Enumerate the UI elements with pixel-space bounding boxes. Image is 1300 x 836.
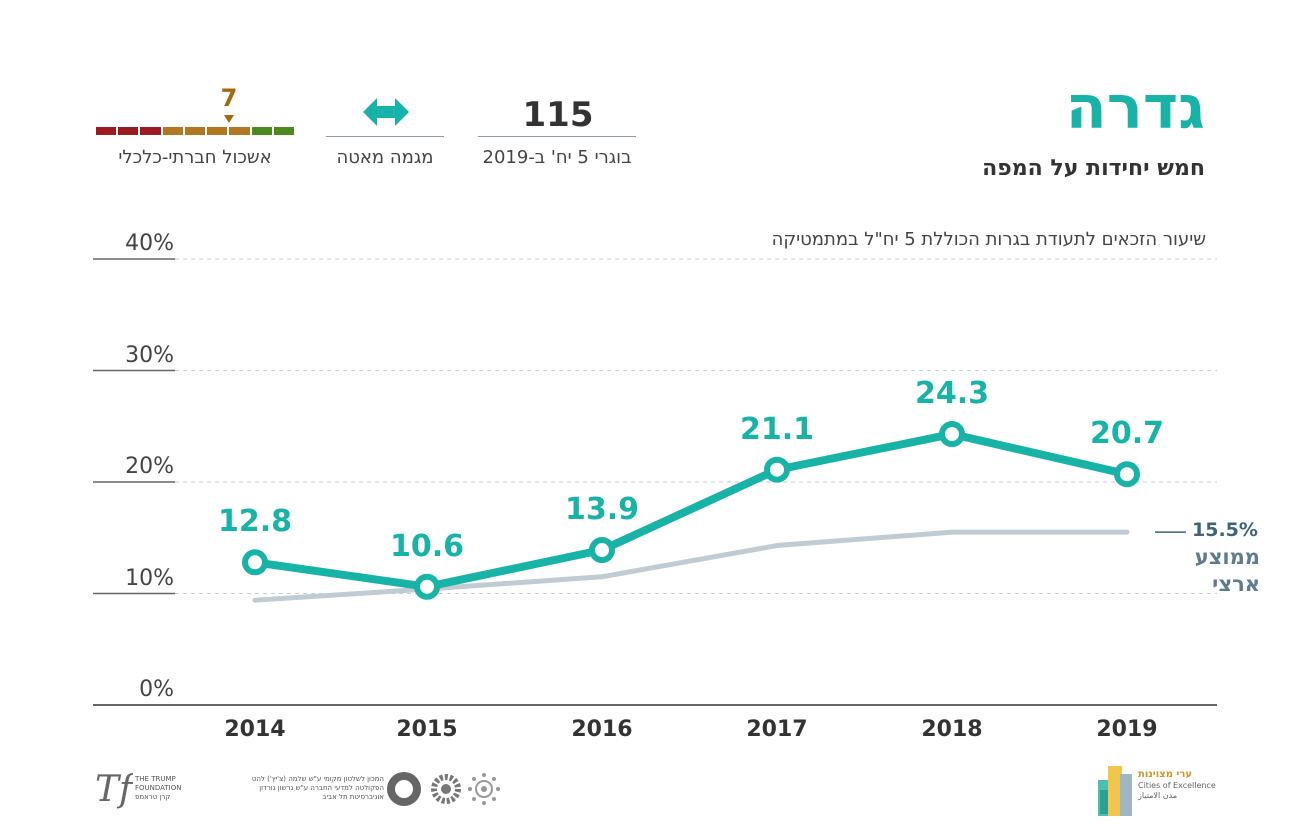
cluster-value: 7 <box>220 84 238 112</box>
cluster-segment <box>96 127 117 135</box>
trump-en-line2: FOUNDATION <box>135 783 182 792</box>
cities-he: ערי מצוינות <box>1138 769 1193 780</box>
y-tick-label: 10% <box>125 565 174 591</box>
y-tick-label: 40% <box>125 231 174 256</box>
x-tick-label: 2018 <box>921 717 983 742</box>
y-tick-label: 30% <box>125 342 174 368</box>
y-tick-label: 20% <box>125 454 174 479</box>
x-tick-label: 2015 <box>396 717 458 742</box>
cluster-label: אשכול חברתי-כלכלי <box>118 147 272 168</box>
stat-divider <box>478 136 636 137</box>
data-point <box>764 456 790 483</box>
gear-icon <box>431 774 461 804</box>
stat-divider <box>326 136 444 137</box>
data-label: 10.6 <box>389 528 465 564</box>
cluster-segment <box>273 127 294 135</box>
data-label: 24.3 <box>914 376 990 412</box>
average-label-line2: ארצי <box>1212 572 1260 596</box>
institute-line2: הפקולטה למדעי החברה ע"ש גרשון גורדון <box>259 783 384 792</box>
cluster-segment <box>118 127 139 135</box>
institute-line1: המכון לשלטון מקומי ע"ש שלמה (צ'יץ') להט <box>251 775 384 783</box>
cities-of-excellence-logo: ערי מצוינות Cities of Excellence مدن الا… <box>1096 760 1226 816</box>
buildings-icon <box>1098 766 1132 816</box>
chart-title: שיעור הזכאים לתעודת בגרות הכוללת 5 יח"ל … <box>771 229 1206 250</box>
trump-en-line1: THE TRUMP <box>135 775 176 783</box>
dots-icon <box>468 773 500 805</box>
double-arrow-icon <box>363 96 409 128</box>
city-subtitle: חמש יחידות על המפה <box>982 156 1205 181</box>
average-label-line1: ממוצע <box>1194 545 1260 569</box>
trump-foundation-logo: Tf THE TRUMP FOUNDATION קרן טראמפ <box>93 763 203 811</box>
data-label: 20.7 <box>1089 416 1165 452</box>
svg-text:Tf: Tf <box>95 769 133 810</box>
cluster-scale-bar <box>96 127 294 135</box>
data-label: 13.9 <box>564 492 640 527</box>
cities-en: Cities of Excellence <box>1138 781 1216 790</box>
cluster-segment <box>184 127 206 135</box>
average-value-label: 15.5% <box>1192 519 1258 541</box>
data-point <box>414 573 440 600</box>
x-tick-label: 2016 <box>571 717 633 742</box>
data-point <box>939 421 965 448</box>
cluster-segment <box>162 127 183 135</box>
data-point <box>1114 461 1140 488</box>
graduates-label: בוגרי 5 יח' ב-2019 <box>482 147 632 168</box>
institute-line3: אוניברסיטת תל אביב <box>322 792 384 801</box>
cluster-marker-icon <box>224 115 234 123</box>
data-label: 12.8 <box>217 504 293 540</box>
trend-label: מגמה מאטה <box>336 147 434 168</box>
x-tick-label: 2014 <box>224 717 286 742</box>
x-tick-label: 2019 <box>1096 717 1158 742</box>
data-point <box>242 549 268 576</box>
trump-he: קרן טראמפ <box>135 792 171 801</box>
cluster-segment <box>207 127 228 135</box>
data-label: 21.1 <box>739 411 815 447</box>
data-point <box>589 537 615 564</box>
cluster-segment <box>229 127 250 135</box>
graduates-count: 115 <box>522 95 594 135</box>
average-label: ממוצע ארצי <box>1172 544 1260 598</box>
institute-logo: המכון לשלטון מקומי ע"ש שלמה (צ'יץ') להט … <box>224 765 524 811</box>
y-tick-label: 0% <box>139 677 174 702</box>
cluster-segment <box>251 127 272 135</box>
cities-ar: مدن الامتياز <box>1138 791 1178 801</box>
city-name: גדרה <box>1065 73 1205 143</box>
city-series-line <box>251 430 1131 591</box>
x-tick-label: 2017 <box>746 717 808 742</box>
cluster-segment <box>140 127 161 135</box>
national-average-line <box>252 529 1130 603</box>
